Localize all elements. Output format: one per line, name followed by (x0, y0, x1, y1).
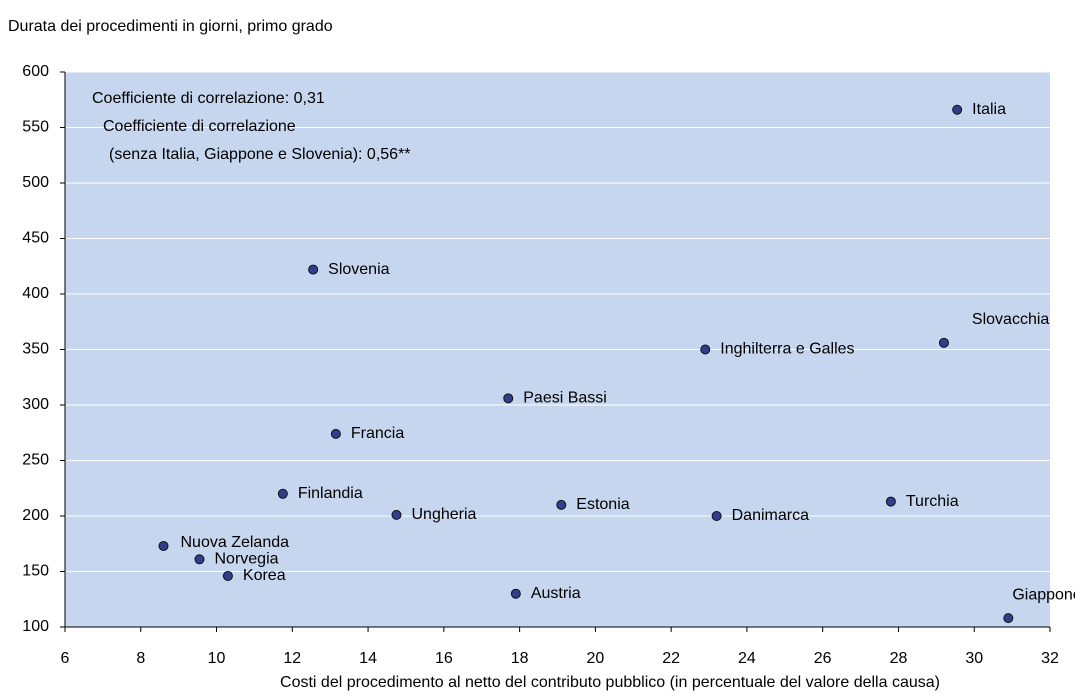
point-label: Inghilterra e Galles (720, 341, 854, 358)
point (711, 511, 722, 521)
x-tick-label: 32 (1041, 650, 1059, 667)
y-tick-label: 450 (22, 230, 49, 247)
y-tick-label: 200 (22, 507, 49, 524)
y-tick-label: 350 (22, 341, 49, 358)
x-tick-label: 10 (208, 650, 226, 667)
point (556, 499, 567, 510)
y-tick-label: 250 (22, 452, 49, 469)
x-tick-label: 20 (586, 650, 604, 667)
x-tick-label: 22 (662, 650, 680, 667)
point (938, 337, 949, 348)
point (308, 264, 319, 275)
x-tick-label: 16 (435, 650, 453, 667)
point (194, 554, 205, 565)
point (222, 570, 233, 581)
point-label: Finlandia (298, 485, 363, 502)
x-tick-label: 8 (136, 650, 145, 667)
point-label: Korea (243, 567, 286, 584)
point-label: Norvegia (214, 551, 278, 568)
y-tick-label: 100 (22, 618, 49, 635)
x-tick-label: 18 (511, 650, 529, 667)
point (503, 393, 514, 404)
point-label: Austria (531, 585, 581, 602)
point (391, 509, 402, 520)
point-label: Slovenia (328, 261, 389, 278)
annotation: Coefficiente di correlazione: 0,31 (92, 90, 325, 107)
x-tick-label: 26 (814, 650, 832, 667)
point (700, 344, 711, 355)
point-label: Francia (351, 425, 404, 442)
y-tick-label: 550 (22, 119, 49, 136)
point (158, 540, 169, 551)
point-label: Ungheria (411, 506, 476, 523)
point (952, 104, 963, 115)
point-label: Estonia (576, 496, 629, 513)
x-tick-label: 24 (738, 650, 756, 667)
x-tick-label: 6 (61, 650, 70, 667)
point-label: Giappone (1012, 586, 1075, 603)
y-tick-label: 500 (22, 174, 49, 191)
point (277, 488, 288, 499)
x-tick-label: 28 (890, 650, 908, 667)
y-axis-title: Durata dei procedimenti in giorni, primo… (8, 18, 333, 35)
point (510, 588, 521, 599)
point-label: Danimarca (732, 507, 809, 524)
point-label: Paesi Bassi (523, 390, 607, 407)
y-tick-label: 300 (22, 396, 49, 413)
x-tick-label: 12 (283, 650, 301, 667)
annotation: (senza Italia, Giappone e Slovenia): 0,5… (109, 146, 411, 163)
point-label: Nuova Zelanda (181, 534, 290, 551)
y-tick-label: 600 (22, 63, 49, 80)
point (885, 496, 896, 507)
annotation: Coefficiente di correlazione (103, 118, 296, 135)
y-tick-label: 150 (22, 563, 49, 580)
x-axis-title: Costi del procedimento al netto del cont… (280, 674, 940, 691)
x-tick-label: 30 (965, 650, 983, 667)
y-tick-label: 400 (22, 285, 49, 302)
point-label: Slovacchia (972, 311, 1049, 328)
point (1003, 613, 1014, 624)
x-tick-label: 14 (359, 650, 377, 667)
point (330, 428, 341, 439)
point-label: Turchia (906, 493, 959, 510)
point-label: Italia (972, 101, 1006, 118)
